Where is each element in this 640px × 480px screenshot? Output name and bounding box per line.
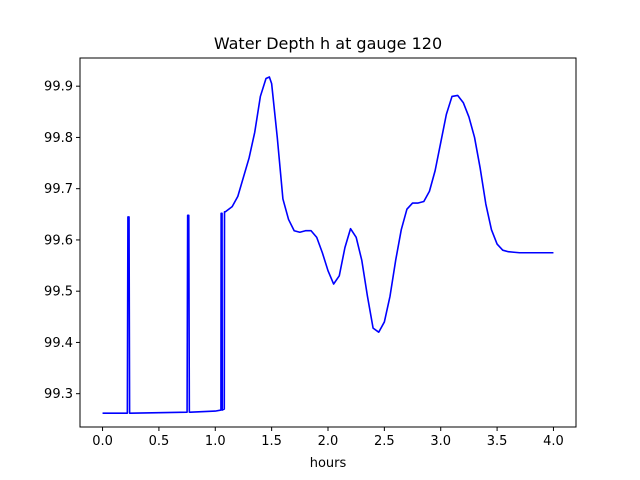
y-tick-label: 99.3 xyxy=(44,387,73,402)
x-tick-label: 2.5 xyxy=(374,434,395,449)
y-tick-label: 99.5 xyxy=(44,285,73,300)
y-tick-label: 99.4 xyxy=(44,336,73,351)
x-axis-label: hours xyxy=(310,456,347,471)
x-tick-label: 1.0 xyxy=(205,434,226,449)
y-tick-label: 99.8 xyxy=(44,131,73,146)
y-tick-label: 99.9 xyxy=(44,80,73,95)
plot-area: 0.0 0.5 1.0 1.5 2.0 2.5 3.0 3.5 4.0 99.3 99.4 99.5 9… xyxy=(44,57,577,449)
y-tick-label: 99.6 xyxy=(44,233,73,248)
series-line-0 xyxy=(102,76,554,414)
x-tick-label: 1.5 xyxy=(261,434,282,449)
y-tick-label: 99.7 xyxy=(44,182,73,197)
x-tick-label: 3.0 xyxy=(430,434,451,449)
x-tick-label: 0.5 xyxy=(149,434,170,449)
plot-frame xyxy=(79,57,577,428)
x-tick-label: 3.5 xyxy=(487,434,508,449)
x-tick-label: 4.0 xyxy=(543,434,564,449)
chart-title: Water Depth h at gauge 120 xyxy=(214,34,442,53)
x-tick-label: 0.0 xyxy=(92,434,113,449)
x-tick-label: 2.0 xyxy=(318,434,339,449)
